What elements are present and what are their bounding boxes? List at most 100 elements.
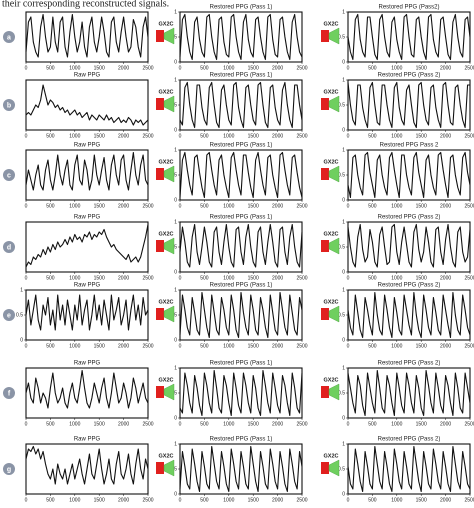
panel-title: Raw PPG <box>74 437 101 443</box>
x-tick-label: 0 <box>179 421 182 427</box>
x-tick-label: 2500 <box>142 497 153 503</box>
x-tick-label: 2500 <box>296 343 307 349</box>
x-tick-label: 500 <box>200 203 209 209</box>
x-tick-label: 500 <box>368 65 377 71</box>
signal-line <box>25 151 149 191</box>
panel-title: Restored PPG (Pass 1) <box>210 283 273 289</box>
signal-line <box>179 81 303 129</box>
x-tick-label: 2500 <box>142 203 153 209</box>
panel-title: Restored PPG (Pass 1) <box>210 143 273 149</box>
x-tick-label: 2500 <box>296 497 307 503</box>
panel-title: Restored PPG (Pass 1) <box>210 437 273 443</box>
y-tick-label: 1 <box>174 365 177 371</box>
x-tick-label: 2000 <box>440 133 451 139</box>
x-tick-label: 1000 <box>391 421 402 427</box>
caption: their corresponding reconstructed signal… <box>2 0 169 9</box>
x-tick-label: 2500 <box>142 421 153 427</box>
connector-label: GX2C <box>324 231 339 237</box>
connector-label: GX2C <box>324 377 339 383</box>
connector-label: GX2C <box>159 21 174 27</box>
y-tick-label: 0.5 <box>338 244 345 250</box>
signal-line <box>347 369 471 417</box>
x-tick-label: 2500 <box>464 421 474 427</box>
x-tick-label: 1500 <box>248 133 259 139</box>
x-tick-label: 1000 <box>69 275 80 281</box>
x-tick-label: 2000 <box>440 497 451 503</box>
signal-line <box>347 445 471 493</box>
panel-title: Restored PPG (Pass 1) <box>210 73 273 79</box>
y-tick-label: 1 <box>342 9 345 15</box>
y-tick-label: 1 <box>174 147 177 153</box>
connector-label: GX2C <box>324 299 339 305</box>
x-tick-label: 2000 <box>272 65 283 71</box>
x-tick-label: 2000 <box>440 421 451 427</box>
x-tick-label: 0 <box>25 65 28 71</box>
signal-line <box>25 84 149 126</box>
x-tick-label: 500 <box>200 275 209 281</box>
x-tick-label: 0 <box>179 343 182 349</box>
y-tick-label: 1 <box>342 77 345 83</box>
panel-title: Raw PPG <box>74 215 101 221</box>
signal-line <box>179 151 303 199</box>
y-tick-label: 0 <box>174 269 177 275</box>
connector-green <box>328 305 340 323</box>
x-tick-label: 2000 <box>272 421 283 427</box>
panel-title: Restored PPG (Pass 1) <box>210 5 273 11</box>
x-tick-label: 500 <box>200 65 209 71</box>
x-tick-label: 2000 <box>440 343 451 349</box>
x-tick-label: 1500 <box>416 203 427 209</box>
x-tick-label: 1500 <box>416 421 427 427</box>
x-tick-label: 0 <box>25 343 28 349</box>
connector-green <box>328 27 340 45</box>
x-tick-label: 2500 <box>464 343 474 349</box>
x-tick-label: 500 <box>368 133 377 139</box>
x-tick-label: 0 <box>347 65 350 71</box>
y-tick-label: 1 <box>174 219 177 225</box>
connector-green <box>163 459 175 477</box>
x-tick-label: 1000 <box>391 497 402 503</box>
x-tick-label: 2000 <box>272 203 283 209</box>
connector-green <box>328 237 340 255</box>
x-tick-label: 2000 <box>118 421 129 427</box>
x-tick-label: 2500 <box>464 133 474 139</box>
x-tick-label: 1500 <box>248 497 259 503</box>
connector-label: GX2C <box>159 89 174 95</box>
x-tick-label: 2000 <box>440 65 451 71</box>
x-tick-label: 1500 <box>248 65 259 71</box>
x-tick-label: 2000 <box>118 343 129 349</box>
y-tick-label: 0 <box>174 491 177 497</box>
connector-green <box>328 165 340 183</box>
row-label: a <box>7 34 11 41</box>
x-tick-label: 2000 <box>118 275 129 281</box>
x-tick-label: 0 <box>179 275 182 281</box>
connector-green <box>328 459 340 477</box>
x-tick-label: 500 <box>46 133 55 139</box>
y-tick-label: 0 <box>342 491 345 497</box>
x-tick-label: 2500 <box>296 421 307 427</box>
row-badge <box>3 169 15 181</box>
connector-red <box>321 308 329 320</box>
panel-title: Restored PPG (Pass 2) <box>378 73 441 79</box>
x-tick-label: 2500 <box>464 275 474 281</box>
x-tick-label: 0 <box>179 497 182 503</box>
y-tick-label: 1 <box>342 287 345 293</box>
connector-red <box>321 168 329 180</box>
signal-line <box>25 13 149 58</box>
connector-green <box>163 383 175 401</box>
x-tick-label: 500 <box>46 421 55 427</box>
y-tick-label: 0 <box>342 269 345 275</box>
x-tick-label: 1000 <box>69 133 80 139</box>
y-tick-label: 0 <box>174 415 177 421</box>
x-tick-label: 2500 <box>296 275 307 281</box>
x-tick-label: 2000 <box>272 275 283 281</box>
signal-line <box>347 13 471 61</box>
x-tick-label: 1500 <box>248 421 259 427</box>
row-badge <box>3 463 15 475</box>
x-tick-label: 500 <box>200 133 209 139</box>
x-tick-label: 0 <box>25 497 28 503</box>
y-tick-label: 0 <box>342 59 345 65</box>
x-tick-label: 500 <box>46 65 55 71</box>
x-tick-label: 1500 <box>94 421 105 427</box>
x-tick-label: 1500 <box>416 497 427 503</box>
connector-green <box>163 165 175 183</box>
